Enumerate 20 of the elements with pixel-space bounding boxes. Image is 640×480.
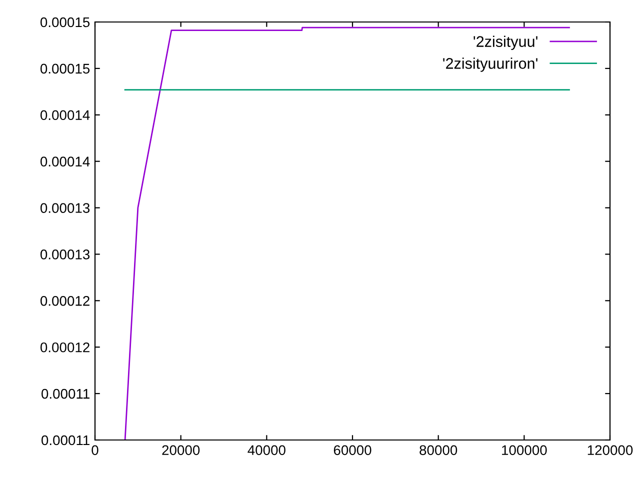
y-tick-label: 0.00011 (42, 388, 90, 399)
x-tick-label: 20000 (162, 445, 200, 456)
y-tick-label: 0.00012 (40, 296, 90, 306)
legend-label: '2zisityuuriron' (443, 58, 538, 72)
legend-label: '2zisityuu' (474, 36, 538, 50)
x-tick-label: 120000 (588, 445, 633, 456)
x-tick-label: 0 (92, 445, 98, 456)
x-tick-label: 60000 (334, 445, 372, 456)
y-tick-label: 0.00015 (40, 17, 90, 28)
y-tick-label: 0.00013 (40, 250, 90, 260)
y-tick-label: 0.00015 (40, 64, 90, 74)
y-tick-label: 0.00012 (40, 342, 90, 352)
x-tick-label: 100000 (502, 445, 547, 456)
x-tick-label: 40000 (248, 445, 286, 456)
y-tick-label: 0.00011 (42, 435, 90, 446)
line-series (124, 26, 570, 440)
x-tick-label: 80000 (420, 445, 458, 456)
y-tick-label: 0.00014 (40, 156, 90, 167)
y-tick-label: 0.00014 (40, 110, 90, 120)
y-tick-label: 0.00013 (40, 203, 90, 213)
